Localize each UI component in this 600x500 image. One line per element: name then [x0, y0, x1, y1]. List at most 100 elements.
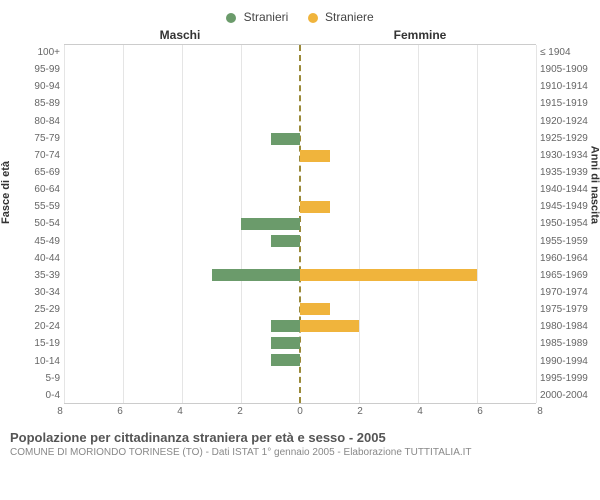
x-axis-ticks: 8 6 4 2 0 2 4 6 8	[60, 406, 540, 420]
y-left-tick: 50-54	[10, 215, 60, 232]
x-tick: 4	[417, 406, 423, 417]
bar-male	[271, 133, 301, 145]
y-right-tick: ≤ 1904	[540, 44, 590, 61]
bar-row	[64, 45, 536, 62]
y-axis-left-title: Fasce di età	[0, 161, 12, 224]
grid-line	[536, 45, 537, 403]
bar-row	[64, 267, 536, 284]
bar-male	[241, 218, 300, 230]
bar-row	[64, 369, 536, 386]
chart-subtitle: COMUNE DI MORIONDO TORINESE (TO) - Dati …	[10, 447, 590, 458]
y-axis-right-title: Anni di nascita	[588, 146, 600, 224]
y-right-tick: 2000-2004	[540, 387, 590, 404]
y-left-tick: 40-44	[10, 250, 60, 267]
y-right-tick: 1935-1939	[540, 164, 590, 181]
x-tick: 6	[117, 406, 123, 417]
x-tick: 8	[537, 406, 543, 417]
y-right-tick: 1950-1954	[540, 215, 590, 232]
x-tick: 0	[297, 406, 303, 417]
y-left-tick: 30-34	[10, 284, 60, 301]
plot-area	[64, 44, 536, 404]
bar-rows	[64, 45, 536, 403]
y-left-tick: 35-39	[10, 267, 60, 284]
x-axis: 8 6 4 2 0 2 4 6 8	[10, 406, 590, 420]
bar-row	[64, 250, 536, 267]
y-left-tick: 0-4	[10, 387, 60, 404]
pyramid-chart: Maschi Femmine Fasce di età Anni di nasc…	[10, 28, 590, 420]
y-right-tick: 1930-1934	[540, 147, 590, 164]
bar-row	[64, 215, 536, 232]
bar-row	[64, 233, 536, 250]
bar-row	[64, 113, 536, 130]
y-right-tick: 1975-1979	[540, 301, 590, 318]
bar-male	[271, 354, 301, 366]
bar-male	[271, 235, 301, 247]
y-right-tick: 1925-1929	[540, 130, 590, 147]
bar-female	[300, 269, 477, 281]
legend-label-male: Stranieri	[244, 10, 289, 24]
y-left-tick: 45-49	[10, 233, 60, 250]
bar-row	[64, 352, 536, 369]
y-left-tick: 25-29	[10, 301, 60, 318]
y-left-tick: 85-89	[10, 95, 60, 112]
x-tick: 2	[357, 406, 363, 417]
chart-legend: Stranieri Straniere	[10, 10, 590, 24]
bar-row	[64, 318, 536, 335]
bar-row	[64, 386, 536, 403]
y-left-tick: 60-64	[10, 181, 60, 198]
header-female: Femmine	[300, 28, 540, 42]
bar-row	[64, 130, 536, 147]
y-right-tick: 1945-1949	[540, 198, 590, 215]
y-right-tick: 1960-1964	[540, 250, 590, 267]
bar-female	[300, 303, 330, 315]
y-right-tick: 1980-1984	[540, 318, 590, 335]
bar-row	[64, 147, 536, 164]
y-axis-left: 100+95-9990-9485-8980-8475-7970-7465-696…	[10, 44, 64, 404]
bar-female	[300, 150, 330, 162]
column-headers: Maschi Femmine	[10, 28, 590, 42]
header-male: Maschi	[60, 28, 300, 42]
y-right-tick: 1965-1969	[540, 267, 590, 284]
y-right-tick: 1910-1914	[540, 78, 590, 95]
y-left-tick: 90-94	[10, 78, 60, 95]
legend-dot-male	[226, 13, 236, 23]
y-left-tick: 70-74	[10, 147, 60, 164]
y-right-tick: 1970-1974	[540, 284, 590, 301]
bar-male	[212, 269, 301, 281]
y-right-tick: 1955-1959	[540, 233, 590, 250]
chart-title: Popolazione per cittadinanza straniera p…	[10, 430, 590, 445]
bar-male	[271, 337, 301, 349]
y-left-tick: 65-69	[10, 164, 60, 181]
y-right-tick: 1995-1999	[540, 370, 590, 387]
legend-dot-female	[308, 13, 318, 23]
y-axis-right: ≤ 19041905-19091910-19141915-19191920-19…	[536, 44, 590, 404]
y-right-tick: 1990-1994	[540, 353, 590, 370]
y-left-tick: 5-9	[10, 370, 60, 387]
bar-row	[64, 96, 536, 113]
x-tick: 4	[177, 406, 183, 417]
x-tick: 6	[477, 406, 483, 417]
y-right-tick: 1905-1909	[540, 61, 590, 78]
y-left-tick: 20-24	[10, 318, 60, 335]
y-left-tick: 80-84	[10, 113, 60, 130]
legend-label-female: Straniere	[325, 10, 374, 24]
y-right-tick: 1920-1924	[540, 113, 590, 130]
bar-row	[64, 198, 536, 215]
bar-row	[64, 164, 536, 181]
y-left-tick: 95-99	[10, 61, 60, 78]
bar-row	[64, 79, 536, 96]
legend-item-female: Straniere	[308, 10, 374, 24]
x-tick: 2	[237, 406, 243, 417]
y-left-tick: 10-14	[10, 353, 60, 370]
bar-row	[64, 301, 536, 318]
y-left-tick: 15-19	[10, 335, 60, 352]
bar-row	[64, 62, 536, 79]
y-left-tick: 100+	[10, 44, 60, 61]
y-right-tick: 1915-1919	[540, 95, 590, 112]
bar-row	[64, 284, 536, 301]
bar-row	[64, 335, 536, 352]
y-right-tick: 1985-1989	[540, 335, 590, 352]
bar-female	[300, 201, 330, 213]
x-tick: 8	[57, 406, 63, 417]
bar-female	[300, 320, 359, 332]
